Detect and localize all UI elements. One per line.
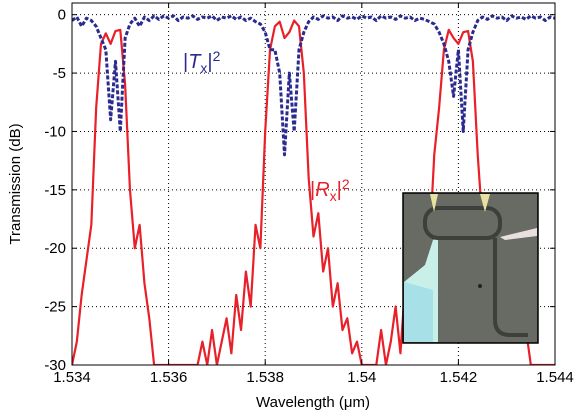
x-tick-label: 1.54 xyxy=(347,369,376,386)
x-axis-label: Wavelength (μm) xyxy=(256,394,370,411)
annotation-part: x xyxy=(330,188,337,204)
line-series xyxy=(72,19,555,365)
annotation-part: | xyxy=(337,179,342,201)
y-tick-label: -30 xyxy=(44,357,66,374)
x-tick-label: 1.542 xyxy=(440,369,478,386)
annotation-part: | xyxy=(310,179,315,201)
annotation-part: T xyxy=(188,51,202,73)
y-tick-label: -10 xyxy=(44,123,66,140)
x-tick-label: 1.534 xyxy=(53,369,91,386)
annotation-part: x xyxy=(200,60,207,76)
annotation: |Rx|2 xyxy=(310,176,350,204)
x-tick-label: 1.536 xyxy=(150,369,188,386)
annotation: |Tx|2 xyxy=(183,48,221,76)
inset-photo xyxy=(402,192,539,344)
annotation-part: | xyxy=(207,51,212,73)
x-tick-label: 1.544 xyxy=(536,369,574,386)
annotation-part: 2 xyxy=(213,48,221,64)
line-series xyxy=(72,14,555,157)
axes-frame xyxy=(71,2,556,366)
y-tick-label: -5 xyxy=(53,65,66,82)
y-tick-label: -20 xyxy=(44,240,66,257)
annotation-part: | xyxy=(183,51,188,73)
annotation-part: R xyxy=(315,179,329,201)
y-axis-label: Transmission (dB) xyxy=(7,123,24,244)
y-tick-label: -25 xyxy=(44,299,66,316)
annotation-part: 2 xyxy=(342,176,350,192)
y-tick-label: 0 xyxy=(58,7,66,24)
x-tick-label: 1.538 xyxy=(246,369,284,386)
y-tick-label: -15 xyxy=(44,182,66,199)
